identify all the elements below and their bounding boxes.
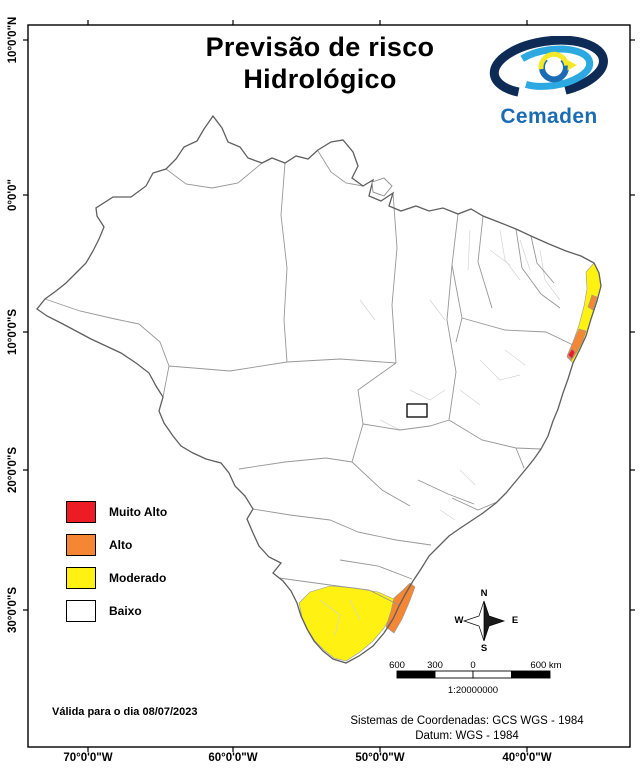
risk-region-northeast-high-upper bbox=[587, 294, 598, 311]
scale-bar bbox=[396, 670, 551, 679]
brazil-outline bbox=[37, 116, 601, 663]
lat-label-20s: 20°0'0"S bbox=[7, 446, 19, 494]
graticule-ticks bbox=[23, 20, 635, 752]
scale-label-0: 0 bbox=[470, 660, 476, 671]
risk-region-south-high bbox=[385, 582, 416, 634]
lat-label-0: 0°0'0" bbox=[7, 179, 19, 211]
marajo-island bbox=[371, 177, 393, 197]
compass-north-label: N bbox=[480, 588, 488, 599]
legend-item-high: Alto bbox=[66, 534, 167, 556]
legend-swatch-moderate-icon bbox=[66, 567, 96, 589]
legend-item-very-high: Muito Alto bbox=[66, 501, 167, 523]
legend-item-moderate: Moderado bbox=[66, 567, 167, 589]
legend-swatch-low-icon bbox=[66, 600, 96, 622]
state-boundaries bbox=[44, 150, 574, 606]
compass-east-label: E bbox=[511, 615, 519, 626]
cemaden-logo: Cemaden bbox=[478, 35, 620, 129]
risk-regions bbox=[298, 262, 602, 662]
legend-label-moderate: Moderado bbox=[109, 571, 167, 585]
legend-label-very-high: Muito Alto bbox=[109, 505, 168, 519]
validity-note: Válida para o dia 08/07/2023 bbox=[52, 706, 198, 718]
distrito-federal-marker bbox=[406, 403, 428, 418]
lon-label-40w: 40°0'0"W bbox=[502, 752, 552, 764]
scale-label-300: 300 bbox=[427, 660, 443, 671]
compass-rose-icon bbox=[462, 600, 506, 642]
lon-label-50w: 50°0'0"W bbox=[355, 752, 405, 764]
lon-label-60w: 60°0'0"W bbox=[208, 752, 258, 764]
lat-label-30s: 30°0'0"S bbox=[7, 586, 19, 634]
page-title: Previsão de risco Hidrológico bbox=[130, 31, 510, 95]
lat-label-10s: 10°0'0"S bbox=[7, 308, 19, 356]
risk-legend: Muito Alto Alto Moderado Baixo bbox=[66, 501, 167, 633]
legend-swatch-very-high-icon bbox=[66, 501, 96, 523]
cemaden-logo-text: Cemaden bbox=[500, 105, 598, 128]
lat-label-10n: 10°0'0"N bbox=[7, 16, 19, 64]
coordinate-system-line: Sistemas de Coordenadas: GCS WGS - 1984 bbox=[350, 715, 584, 727]
title-line-2: Hidrológico bbox=[243, 64, 397, 94]
risk-region-northeast-very-high bbox=[567, 348, 576, 360]
scale-label-600km: 600 km bbox=[530, 660, 562, 671]
legend-label-high: Alto bbox=[109, 538, 133, 552]
legend-swatch-high-icon bbox=[66, 534, 96, 556]
municipal-boundaries bbox=[319, 229, 561, 636]
title-line-1: Previsão de risco bbox=[205, 32, 435, 62]
scale-label-600-left: 600 bbox=[389, 660, 405, 671]
coordinate-system-note: Sistemas de Coordenadas: GCS WGS - 1984 … bbox=[312, 714, 622, 744]
lon-label-70w: 70°0'0"W bbox=[63, 752, 113, 764]
datum-line: Datum: WGS - 1984 bbox=[415, 730, 519, 742]
compass-south-label: S bbox=[480, 643, 488, 654]
legend-label-low: Baixo bbox=[109, 604, 142, 618]
scale-ratio: 1:20000000 bbox=[447, 685, 499, 696]
legend-item-low: Baixo bbox=[66, 600, 167, 622]
brazil-border bbox=[36, 114, 602, 664]
cemaden-logo-icon bbox=[489, 35, 608, 99]
compass-west-label: W bbox=[454, 615, 464, 626]
